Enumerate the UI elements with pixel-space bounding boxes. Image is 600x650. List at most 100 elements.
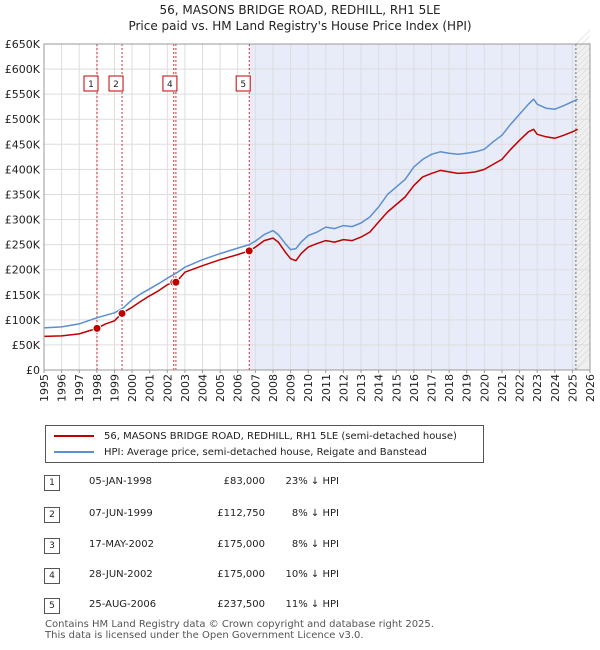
future-hatch — [575, 53, 591, 69]
x-tick-label: 2025 — [566, 374, 579, 402]
x-tick-label: 2022 — [514, 374, 527, 402]
sale-marker-label: 2 — [113, 80, 119, 90]
future-hatch — [575, 353, 591, 369]
sale-price: £112,750 — [217, 508, 265, 519]
future-hatch — [575, 329, 591, 345]
x-tick-label: 1995 — [38, 374, 51, 402]
y-tick-label: £350K — [5, 188, 41, 201]
future-hatch — [575, 167, 591, 183]
x-tick-label: 2011 — [320, 374, 333, 402]
future-hatch — [575, 59, 591, 75]
x-tick-label: 2006 — [232, 374, 245, 402]
sale-price: £83,000 — [223, 476, 265, 487]
future-hatch — [575, 341, 591, 357]
future-hatch — [575, 293, 591, 309]
y-tick-label: £500K — [5, 113, 41, 126]
post-sale-shading — [249, 44, 591, 370]
x-tick-label: 2000 — [126, 374, 139, 402]
x-tick-label: 2026 — [584, 374, 597, 402]
y-tick-label: £250K — [5, 239, 41, 252]
x-tick-label: 1998 — [91, 374, 104, 402]
x-tick-label: 2023 — [531, 374, 544, 402]
future-hatch — [575, 155, 591, 171]
x-tick-label: 2020 — [478, 374, 491, 402]
sale-number-badge: 4 — [44, 568, 60, 584]
x-tick-label: 2002 — [161, 374, 174, 402]
future-hatch — [575, 29, 591, 45]
future-region — [575, 44, 590, 370]
y-tick-label: £100K — [5, 314, 41, 327]
x-tick-label: 2005 — [214, 374, 227, 402]
future-hatch — [575, 215, 591, 231]
footer-copyright: Contains HM Land Registry data © Crown c… — [45, 619, 434, 630]
future-hatch — [575, 347, 591, 363]
x-tick-label: 2024 — [549, 374, 562, 402]
future-hatch — [575, 185, 591, 201]
future-hatch — [575, 269, 591, 285]
future-hatch — [575, 365, 581, 371]
sale-point — [117, 308, 127, 318]
sale-price: £237,500 — [217, 599, 265, 610]
future-hatch — [575, 77, 591, 93]
legend-swatch-property — [54, 435, 94, 437]
sale-date: 17-MAY-2002 — [89, 539, 155, 550]
future-hatch — [575, 89, 591, 105]
x-tick-label: 1999 — [108, 374, 121, 402]
y-tick-label: £650K — [5, 38, 41, 51]
x-tick-label: 2010 — [302, 374, 315, 402]
x-tick-label: 1997 — [73, 374, 86, 402]
x-tick-label: 2007 — [249, 374, 262, 402]
sale-point — [171, 277, 181, 287]
x-tick-label: 2008 — [267, 374, 280, 402]
future-hatch — [575, 299, 591, 315]
sale-marker-box — [108, 75, 124, 92]
future-hatch — [575, 227, 591, 243]
x-tick-label: 2014 — [373, 374, 386, 402]
future-hatch — [575, 275, 591, 291]
future-hatch — [575, 65, 591, 81]
chart-subtitle: Price paid vs. HM Land Registry's House … — [128, 19, 472, 33]
legend-item-property: 56, MASONS BRIDGE ROAD, REDHILL, RH1 5LE… — [54, 429, 457, 443]
footer-licence: This data is licensed under the Open Gov… — [45, 630, 364, 641]
future-hatch — [575, 137, 591, 153]
price-chart: 1 2 4 5 £0 £50K £100K £150K £200K £250K £300K £350K… — [5, 29, 597, 402]
y-tick-label: £0 — [26, 364, 40, 377]
sale-hpi-diff: 23% ↓ HPI — [285, 476, 339, 487]
sale-date: 05-JAN-1998 — [89, 476, 153, 487]
chart-title: 56, MASONS BRIDGE ROAD, REDHILL, RH1 5LE — [159, 3, 441, 17]
sale-marker-label: 1 — [88, 80, 94, 90]
future-hatch — [575, 281, 591, 297]
hpi-series-line — [43, 98, 579, 329]
future-hatch — [575, 95, 591, 111]
sale-date: 28-JUN-2002 — [89, 569, 153, 580]
y-tick-label: £150K — [5, 289, 41, 302]
property-series-line — [43, 128, 579, 338]
sale-number-badge: 3 — [44, 538, 60, 554]
future-hatch — [575, 143, 591, 159]
y-tick-label: £400K — [5, 163, 41, 176]
future-hatch — [575, 311, 591, 327]
future-hatch — [575, 173, 591, 189]
legend: 56, MASONS BRIDGE ROAD, REDHILL, RH1 5LE… — [45, 425, 484, 463]
sale-date: 25-AUG-2006 — [89, 599, 157, 610]
sale-number-badge: 5 — [44, 598, 60, 614]
sale-marker-label: 4 — [167, 80, 173, 90]
sale-price: £175,000 — [217, 539, 265, 550]
future-hatch — [575, 263, 591, 279]
future-hatch — [575, 35, 591, 51]
sale-point — [244, 246, 254, 256]
future-hatch — [575, 221, 591, 237]
future-hatch — [575, 125, 591, 141]
future-hatch — [575, 47, 591, 63]
sale-marker-box — [235, 75, 251, 92]
legend-item-hpi: HPI: Average price, semi-detached house,… — [54, 445, 427, 459]
sale-hpi-diff: 8% ↓ HPI — [291, 539, 339, 550]
future-hatch — [575, 245, 591, 261]
x-tick-label: 2001 — [144, 374, 157, 402]
future-hatch — [575, 203, 591, 219]
future-hatch — [575, 323, 591, 339]
sale-price: £175,000 — [217, 569, 265, 580]
plot-frame — [43, 43, 591, 371]
x-tick-label: 2015 — [390, 374, 403, 402]
legend-label-hpi: HPI: Average price, semi-detached house,… — [104, 446, 427, 458]
